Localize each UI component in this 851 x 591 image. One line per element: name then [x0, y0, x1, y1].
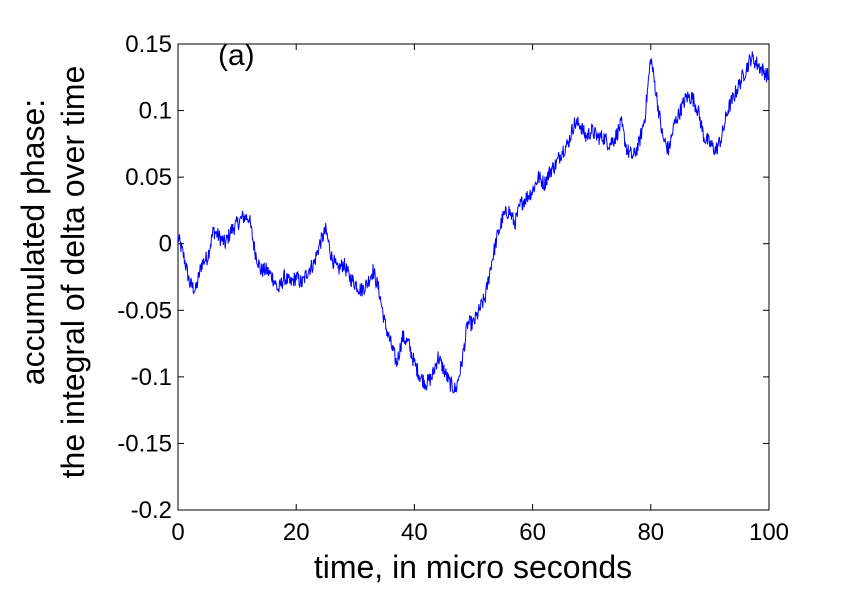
- x-tick-label: 100: [749, 519, 789, 546]
- x-tick-label: 80: [637, 519, 664, 546]
- y-tick-label: -0.05: [117, 297, 172, 324]
- y-tick-label: -0.1: [131, 364, 172, 391]
- axis-ticks: [177, 43, 770, 511]
- x-tick-label: 40: [401, 519, 428, 546]
- x-tick-label: 20: [283, 519, 310, 546]
- y-tick-label: 0.15: [125, 31, 172, 58]
- tick-labels: 0 20 40 60 80 100 0.15 0.1 0.05 0 -0.05 -0.1 -0.15 -0…: [117, 31, 789, 546]
- panel-label: (a): [218, 39, 255, 72]
- x-tick-label: 60: [519, 519, 546, 546]
- y-axis-label-line-1: accumulated phase:: [15, 99, 51, 385]
- plot-area: [177, 43, 770, 511]
- y-tick-label: -0.2: [131, 497, 172, 524]
- y-tick-label: 0.05: [125, 164, 172, 191]
- y-tick-label: -0.15: [117, 430, 172, 457]
- y-axis-label: accumulated phase: the integral of delta…: [15, 66, 91, 479]
- series-line-0: [177, 51, 770, 394]
- x-axis-label: time, in micro seconds: [314, 549, 632, 585]
- y-tick-label: 0.1: [139, 98, 172, 125]
- y-tick-label: 0: [159, 231, 172, 258]
- plot-frame: [177, 43, 770, 511]
- y-axis-label-line-2: the integral of delta over time: [55, 66, 91, 479]
- x-tick-label: 0: [171, 519, 184, 546]
